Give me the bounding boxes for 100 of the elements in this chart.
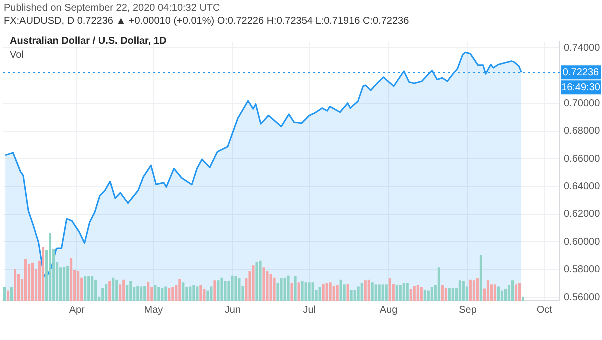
chart-title: Vol [10,50,24,61]
bar [91,276,94,301]
bar [214,280,216,301]
bar [402,283,406,301]
bar [504,289,507,301]
bar [385,284,388,301]
bar [371,282,374,301]
bar [206,290,210,301]
bar [318,287,322,301]
bar [298,282,300,301]
bar [168,288,171,301]
bar [350,290,353,301]
bar [287,276,290,301]
bar [304,282,308,301]
bar [94,280,98,301]
bar [116,280,118,301]
bar [346,284,350,301]
bar [224,281,227,301]
bar [161,288,164,301]
bar [301,281,304,301]
y-tick-label: 0.70000 [564,98,601,110]
x-tick-label: Sep [459,304,478,316]
bar [210,286,213,301]
bar [182,282,185,301]
bar [130,281,132,301]
bar [388,278,392,301]
bar [220,278,224,301]
bar [108,281,112,301]
bar [270,274,272,301]
y-tick-label: 0.74000 [564,42,601,54]
bar [518,283,522,301]
bar [364,280,367,301]
bar [262,268,266,301]
bar [378,284,381,301]
bar [357,286,360,301]
bar [252,266,255,301]
bar [360,283,364,301]
x-tick-label: Aug [380,304,398,316]
bar [410,289,412,301]
bar [354,290,356,301]
bar [158,287,160,301]
bar [430,287,434,301]
chart-subtitle: FX:AUDUSD, D 0.72236 ▲ +0.00010 (+0.01%) O:0.72226 H:0.72354 L:0.71916 C:0.72236 [4,16,410,27]
bar [144,286,146,301]
bar [63,267,66,301]
bar [494,284,496,301]
bar [368,280,370,301]
bar [374,284,378,301]
bar [444,288,448,301]
bar [308,282,311,301]
bar [427,290,430,301]
bar [480,255,482,301]
bar [336,285,339,301]
bar [136,286,140,301]
bar [486,280,490,301]
bar [196,286,199,301]
bar [122,280,126,301]
x-tick-label: Jun [224,304,242,316]
bar [238,278,241,301]
bar [399,285,402,301]
bar [413,286,416,301]
bar [472,280,476,301]
bar [70,258,73,301]
bar [42,247,45,301]
bar [112,278,115,301]
bar [462,281,465,301]
bar [312,282,314,301]
bar [3,287,6,301]
bar [284,278,286,301]
bar [438,268,440,301]
bar [200,285,202,301]
bar [511,280,514,301]
bar [332,286,336,301]
bar [490,284,493,301]
text: 16:49:30 [562,82,601,94]
bar [416,285,420,301]
bar [469,280,472,301]
bar [500,290,504,301]
bar [256,262,258,301]
bar [189,286,192,301]
bar [102,288,104,301]
bar [105,284,108,301]
text: Published on September 22, 2020 04:10:32 UTC [4,3,220,14]
x-tick-label: Jul [303,304,316,316]
bar [10,287,14,301]
y-tick-label: 0.66000 [564,154,601,165]
bar [420,287,423,301]
bar [49,233,52,301]
bar [448,288,451,301]
bar [6,290,10,301]
bar [266,271,269,301]
y-tick-label: 0.60000 [564,236,601,248]
bar [424,290,426,301]
y-tick-label: 0.58000 [564,264,601,276]
y-tick-label: 0.62000 [564,209,601,220]
bar [88,276,90,301]
bar [259,260,262,301]
bar [217,280,220,301]
bar [24,260,28,301]
y-tick-label: 0.56000 [564,292,601,304]
